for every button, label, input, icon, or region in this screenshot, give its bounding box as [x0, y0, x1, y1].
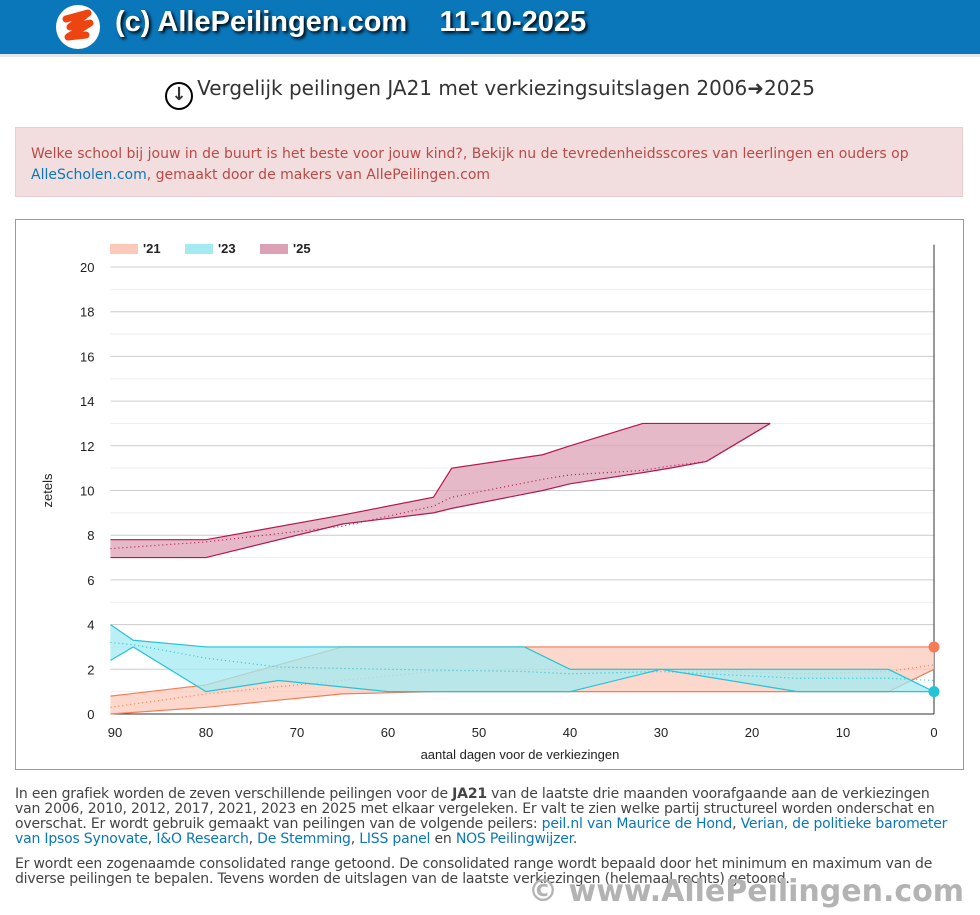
y-tick-label: 20	[80, 260, 94, 275]
chart: 0 2 4 6 8 10 12 14 16 18 20 90 80 70 60 50 40 30 20 10 0 aant…	[15, 219, 964, 770]
y-tick-label: 14	[80, 394, 94, 409]
result-dot[interactable]	[928, 641, 940, 653]
legend-swatch	[110, 244, 138, 254]
header-bar: (c) AllePeilingen.com 11-10-2025	[0, 0, 980, 57]
page-title: ↓ Vergelijk peilingen JA21 met verkiezing…	[0, 76, 980, 110]
y-tick-label: 18	[80, 305, 94, 320]
max-line	[110, 624, 935, 693]
x-tick-label: 70	[290, 725, 304, 740]
link-peil[interactable]: peil.nl van Maurice de Hond	[541, 816, 733, 832]
x-tick-label: 50	[472, 725, 486, 740]
x-axis-label: aantal dagen voor de verkiezingen	[421, 747, 620, 762]
legend-swatch	[260, 244, 288, 254]
x-tick-label: 30	[654, 725, 668, 740]
x-tick-label: 60	[381, 725, 395, 740]
description: In een grafiek worden de zeven verschill…	[15, 786, 948, 887]
link-liss[interactable]: LISS panel	[359, 831, 431, 847]
average-line	[110, 641, 935, 682]
x-tick-label: 40	[563, 725, 577, 740]
series-25	[110, 422, 771, 559]
link-io[interactable]: I&O Research	[156, 831, 249, 847]
x-tick-label: 20	[745, 725, 759, 740]
link-verian[interactable]: Verian, de politieke barometer van Ipsos…	[15, 816, 948, 847]
allescholen-link[interactable]: AlleScholen.com	[31, 167, 147, 183]
header-date: 11-10-2025	[439, 6, 587, 38]
min-line	[110, 422, 771, 559]
x-tick-label: 90	[108, 725, 122, 740]
range-band	[110, 624, 934, 692]
y-tick-label: 6	[87, 573, 94, 588]
link-stemming[interactable]: De Stemming	[257, 831, 351, 847]
footer-watermark: © www.AllePeilingen.com	[528, 874, 964, 909]
x-tick-label: 0	[930, 725, 937, 740]
min-line	[110, 646, 934, 693]
legend-label[interactable]: '21	[143, 241, 161, 256]
x-tick-label: 10	[836, 725, 850, 740]
logo-icon[interactable]	[56, 5, 100, 49]
chart-svg: 0 2 4 6 8 10 12 14 16 18 20 90 80 70 60 50 40 30 20 10 0 aant…	[40, 241, 940, 762]
y-tick-label: 8	[87, 528, 94, 543]
y-axis-label: zetels	[40, 473, 55, 507]
y-tick-label: 2	[87, 662, 94, 677]
max-line	[110, 422, 771, 541]
header-title: (c) AllePeilingen.com 11-10-2025	[115, 6, 587, 38]
series-23	[110, 624, 940, 698]
legend-label[interactable]: '25	[293, 241, 311, 256]
y-tick-label: 0	[87, 707, 94, 722]
x-tick-label: 80	[199, 725, 213, 740]
result-dot[interactable]	[928, 686, 940, 698]
ad-banner: Welke school bij jouw in de buurt is het…	[15, 127, 963, 197]
y-tick-label: 10	[80, 484, 94, 499]
legend-label[interactable]: '23	[218, 241, 236, 256]
legend-swatch	[185, 244, 213, 254]
y-tick-label: 16	[80, 349, 94, 364]
download-arrow-icon[interactable]: ↓	[165, 82, 194, 110]
link-nos[interactable]: NOS Peilingwijzer	[455, 831, 573, 847]
y-tick-label: 4	[87, 618, 94, 633]
range-band	[110, 423, 771, 558]
y-tick-label: 12	[80, 439, 94, 454]
